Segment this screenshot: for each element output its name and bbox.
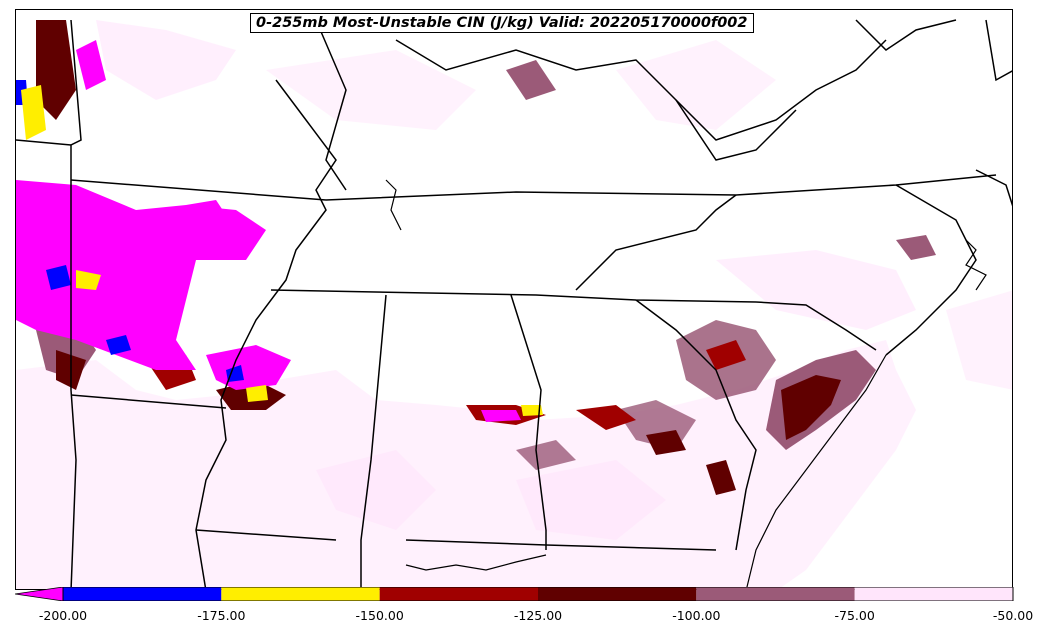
colorbar-tick-label: -175.00 xyxy=(197,608,246,623)
colorbar-segment xyxy=(854,587,1013,601)
cin-map xyxy=(16,19,1012,589)
colorbar-tick-label: -75.00 xyxy=(834,608,875,623)
state-boundaries xyxy=(16,19,1012,589)
colorbar-segment xyxy=(63,587,222,601)
map-title: 0-255mb Most-Unstable CIN (J/kg) Valid: … xyxy=(250,13,754,33)
colorbar-tick-label: -150.00 xyxy=(355,608,404,623)
colorbar-segment xyxy=(379,587,538,601)
colorbar-segment xyxy=(696,587,855,601)
colorbar-tick-label: -200.00 xyxy=(38,608,88,623)
map-panel xyxy=(15,9,1013,590)
colorbar-extend-arrow xyxy=(15,587,64,601)
colorbar-segments xyxy=(63,587,1013,601)
colorbar-tick-label: -50.00 xyxy=(992,608,1034,623)
colorbar-tick-label: -125.00 xyxy=(513,608,563,623)
colorbar-tick-label: -100.00 xyxy=(672,608,721,623)
cin-shading-yellow xyxy=(21,85,543,416)
coastline xyxy=(385,179,987,589)
colorbar-segment xyxy=(538,587,697,601)
colorbar-segment xyxy=(221,587,380,601)
colorbar xyxy=(15,587,1014,601)
cin-shading-magenta xyxy=(16,40,521,422)
